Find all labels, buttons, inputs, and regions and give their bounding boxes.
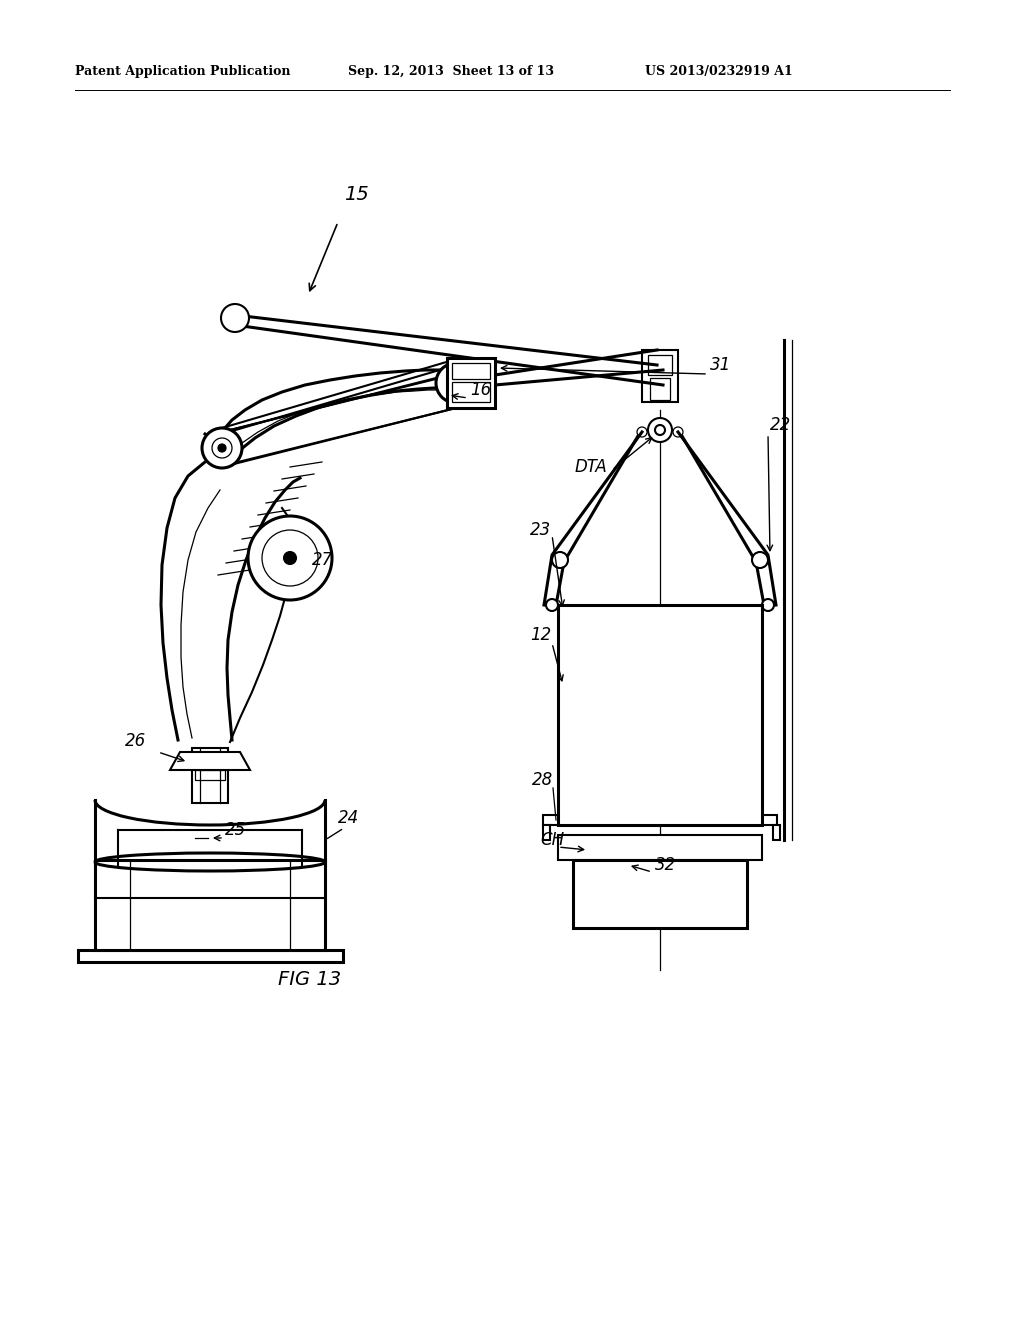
Bar — [195, 770, 225, 780]
Text: 31: 31 — [710, 356, 731, 374]
Text: 28: 28 — [532, 771, 553, 789]
Bar — [452, 363, 490, 379]
Text: Sep. 12, 2013  Sheet 13 of 13: Sep. 12, 2013 Sheet 13 of 13 — [348, 65, 554, 78]
Circle shape — [637, 426, 647, 437]
Bar — [759, 814, 777, 825]
Circle shape — [262, 531, 318, 586]
Text: 32: 32 — [655, 855, 676, 874]
Bar — [773, 825, 780, 840]
Bar — [558, 836, 762, 861]
Bar — [543, 825, 550, 840]
Circle shape — [248, 516, 332, 601]
Circle shape — [284, 552, 296, 564]
Text: 26: 26 — [125, 733, 146, 750]
Text: 16: 16 — [470, 381, 492, 399]
Circle shape — [212, 438, 232, 458]
Text: 25: 25 — [225, 821, 246, 840]
Bar — [642, 350, 678, 403]
Text: CH: CH — [540, 832, 564, 849]
Text: Patent Application Publication: Patent Application Publication — [75, 65, 291, 78]
Circle shape — [752, 552, 768, 568]
Circle shape — [655, 425, 665, 436]
Bar — [452, 381, 490, 403]
Circle shape — [552, 552, 568, 568]
Circle shape — [648, 418, 672, 442]
Text: 24: 24 — [338, 809, 359, 828]
Bar — [543, 814, 561, 825]
Text: 22: 22 — [770, 416, 792, 434]
Polygon shape — [170, 752, 250, 770]
Text: 23: 23 — [530, 521, 551, 539]
Text: US 2013/0232919 A1: US 2013/0232919 A1 — [645, 65, 793, 78]
Text: FIG 13: FIG 13 — [279, 970, 342, 989]
Circle shape — [221, 304, 249, 333]
Bar — [650, 378, 670, 400]
Circle shape — [218, 444, 226, 451]
Bar — [78, 950, 343, 962]
Bar — [648, 355, 672, 375]
Circle shape — [447, 374, 465, 392]
Circle shape — [546, 599, 558, 611]
Bar — [95, 861, 325, 950]
Circle shape — [673, 426, 683, 437]
Circle shape — [202, 428, 242, 469]
Circle shape — [762, 599, 774, 611]
Text: 15: 15 — [344, 185, 369, 205]
Bar — [573, 861, 746, 928]
Text: DTA: DTA — [575, 458, 608, 477]
Bar — [447, 358, 495, 408]
Bar — [193, 748, 228, 803]
Text: 27: 27 — [312, 550, 333, 569]
Text: 12: 12 — [530, 626, 551, 644]
Circle shape — [436, 363, 476, 403]
Bar — [558, 605, 762, 825]
